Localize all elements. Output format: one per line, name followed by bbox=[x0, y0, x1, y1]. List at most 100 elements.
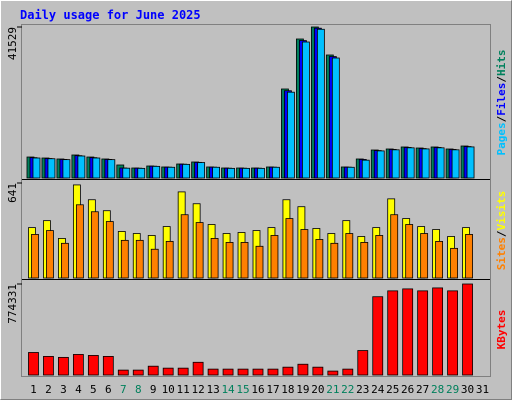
x-tick-label: 30 bbox=[461, 383, 474, 396]
bar bbox=[267, 368, 279, 376]
bar bbox=[387, 290, 399, 376]
x-tick-label: 18 bbox=[281, 383, 294, 396]
x-tick-label: 2 bbox=[45, 383, 52, 396]
bar bbox=[87, 355, 99, 376]
bar bbox=[315, 239, 324, 279]
bar bbox=[135, 239, 144, 279]
x-tick-label: 11 bbox=[177, 383, 190, 396]
bar bbox=[462, 283, 473, 376]
legend-entry: Visits bbox=[495, 191, 508, 231]
bar bbox=[297, 363, 309, 376]
bar bbox=[192, 361, 204, 376]
bar bbox=[147, 365, 159, 376]
x-tick-label: 22 bbox=[341, 383, 354, 396]
bar bbox=[165, 240, 174, 279]
bar bbox=[77, 155, 86, 179]
x-tick-label: 10 bbox=[162, 383, 175, 396]
legend-entry: Pages bbox=[495, 122, 508, 155]
bar bbox=[285, 218, 294, 279]
bar bbox=[257, 167, 265, 179]
bar bbox=[391, 149, 400, 179]
bar bbox=[435, 240, 444, 279]
bar bbox=[436, 147, 445, 179]
bar bbox=[300, 229, 309, 279]
x-tick-label: 14 bbox=[221, 383, 235, 396]
bar bbox=[360, 242, 369, 279]
x-tick-label: 8 bbox=[135, 383, 142, 396]
bar bbox=[212, 166, 220, 179]
bar bbox=[466, 146, 475, 179]
bar bbox=[122, 167, 131, 179]
x-tick-label: 16 bbox=[251, 383, 264, 396]
bar bbox=[451, 149, 460, 179]
legend: KBytes bbox=[495, 310, 508, 350]
legend-separator: / bbox=[495, 230, 508, 237]
bar bbox=[75, 204, 84, 279]
bar bbox=[61, 242, 69, 279]
x-tick-label: 3 bbox=[60, 383, 67, 396]
bar bbox=[376, 150, 385, 179]
x-tick-label: 17 bbox=[266, 383, 279, 396]
legend: Pages/Files/Hits bbox=[495, 50, 508, 156]
bar bbox=[225, 242, 234, 279]
legend: Sites/Visits bbox=[495, 191, 508, 271]
legend-entry: Files bbox=[495, 83, 508, 116]
bar bbox=[207, 368, 219, 376]
y-tick-label: 641 bbox=[6, 183, 19, 203]
bar bbox=[402, 288, 414, 376]
bar bbox=[120, 239, 129, 279]
x-tick-label: 13 bbox=[206, 383, 219, 396]
bar bbox=[432, 287, 444, 376]
x-tick-label: 1 bbox=[30, 383, 37, 396]
bar bbox=[406, 147, 415, 179]
bar bbox=[282, 366, 294, 376]
bar bbox=[107, 159, 116, 179]
bar bbox=[58, 356, 69, 376]
bar bbox=[222, 368, 234, 376]
bar bbox=[227, 167, 235, 179]
x-tick-label: 20 bbox=[311, 383, 324, 396]
bar bbox=[465, 234, 473, 279]
bar bbox=[47, 158, 56, 179]
bar bbox=[150, 248, 159, 279]
bar bbox=[105, 221, 114, 279]
bar bbox=[90, 211, 99, 279]
y-tick-label: 41529 bbox=[6, 27, 19, 60]
bar bbox=[361, 159, 370, 179]
x-tick-label: 19 bbox=[296, 383, 309, 396]
bar bbox=[177, 367, 189, 376]
x-tick-label: 31 bbox=[476, 383, 489, 396]
bar bbox=[375, 235, 384, 279]
bar bbox=[28, 352, 39, 376]
bar bbox=[62, 159, 71, 179]
plot-frame bbox=[21, 24, 491, 377]
bar bbox=[180, 214, 189, 279]
bar bbox=[182, 163, 191, 179]
bar bbox=[72, 354, 84, 376]
bar bbox=[92, 157, 101, 179]
x-tick-label: 4 bbox=[75, 383, 82, 396]
bar bbox=[32, 157, 41, 179]
bar bbox=[330, 242, 339, 279]
bar bbox=[405, 224, 414, 279]
bar bbox=[31, 234, 39, 279]
bar bbox=[372, 296, 384, 376]
bar bbox=[346, 166, 355, 179]
legend-entry: Hits bbox=[495, 50, 508, 77]
bar bbox=[270, 235, 279, 279]
bar bbox=[327, 370, 339, 376]
x-tick-label: 23 bbox=[356, 383, 369, 396]
x-tick-label: 15 bbox=[236, 383, 249, 396]
bar bbox=[240, 242, 249, 279]
x-tick-label: 21 bbox=[326, 383, 339, 396]
bar bbox=[421, 148, 430, 179]
bar bbox=[197, 162, 206, 179]
legend-separator: / bbox=[495, 76, 508, 83]
bar bbox=[242, 167, 250, 179]
bar bbox=[316, 28, 325, 179]
x-tick-label: 9 bbox=[150, 383, 157, 396]
bar bbox=[447, 290, 458, 376]
bar bbox=[342, 368, 354, 376]
